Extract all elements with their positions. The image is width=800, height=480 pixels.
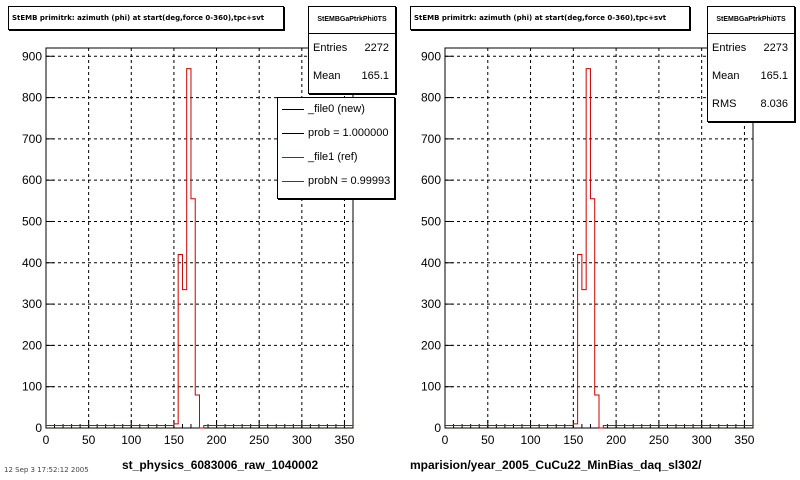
y-tick-label: 100: [421, 380, 441, 394]
legend-item: prob = 1.000000: [278, 122, 394, 146]
legend-line-icon: [282, 109, 304, 110]
stats-label: Mean: [313, 70, 341, 82]
stats-value: 2273: [763, 42, 788, 54]
x-tick-label: 0: [442, 433, 449, 447]
footer-timestamp: 12 Sep 3 17:52:12 2005: [4, 466, 89, 474]
y-tick-label: 200: [421, 338, 441, 352]
legend-box: _file0 (new) prob = 1.000000 _file1 (ref…: [277, 97, 395, 199]
stats-label: Entries: [712, 42, 747, 54]
stats-row-rms: RMS 8.036: [708, 90, 794, 118]
y-tick-label: 600: [22, 173, 42, 187]
stats-value: 8.036: [760, 98, 788, 110]
stats-value: 165.1: [760, 70, 788, 82]
y-tick-label: 700: [421, 132, 441, 146]
x-tick-label: 300: [292, 433, 312, 447]
histogram-bin: [595, 395, 599, 428]
y-tick-label: 0: [434, 421, 441, 435]
histogram-line: [46, 68, 353, 429]
histogram-bin: [573, 424, 577, 428]
y-tick-label: 800: [421, 91, 441, 105]
x-tick-label: 0: [43, 433, 50, 447]
x-tick-label: 350: [334, 433, 354, 447]
x-tick-label: 50: [82, 433, 96, 447]
y-tick-label: 0: [35, 421, 42, 435]
x-tick-label: 250: [649, 433, 669, 447]
legend-line-icon: [282, 133, 304, 134]
histogram-title-right: StEMB primitrk: azimuth (phi) at start(d…: [410, 6, 690, 30]
stats-row-entries: Entries 2273: [708, 34, 794, 62]
x-tick-label: 50: [481, 433, 495, 447]
y-tick-label: 600: [421, 173, 441, 187]
x-tick-label: 100: [121, 433, 141, 447]
y-tick-label: 400: [421, 256, 441, 270]
stats-value: 2272: [364, 42, 389, 54]
legend-item: probN = 0.99993: [278, 170, 394, 194]
legend-item: _file1 (ref): [278, 146, 394, 170]
y-tick-label: 900: [421, 49, 441, 63]
y-tick-label: 500: [22, 214, 42, 228]
x-tick-label: 250: [249, 433, 269, 447]
stats-row-entries: Entries 2272: [309, 34, 395, 62]
stats-box-right: StEMBGaPtrkPhi0TS Entries 2273 Mean 165.…: [707, 6, 795, 122]
legend-item: _file0 (new): [278, 98, 394, 122]
histogram-bin: [590, 199, 594, 428]
legend-label: prob = 1.000000: [308, 127, 389, 139]
legend-label: _file0 (new): [308, 103, 365, 115]
x-tick-label: 300: [692, 433, 712, 447]
x-axis-label-left: st_physics_6083006_raw_1040002: [122, 458, 319, 472]
y-tick-label: 300: [421, 297, 441, 311]
legend-label: _file1 (ref): [308, 151, 358, 163]
legend-line-icon: [282, 181, 304, 182]
x-tick-label: 100: [521, 433, 541, 447]
histogram-bin: [586, 69, 590, 428]
x-tick-label: 200: [606, 433, 626, 447]
legend-label: probN = 0.99993: [308, 175, 391, 187]
x-tick-label: 150: [563, 433, 583, 447]
stats-row-mean: Mean 165.1: [309, 62, 395, 90]
y-tick-label: 900: [22, 49, 42, 63]
stats-value: 165.1: [361, 70, 389, 82]
y-tick-label: 500: [421, 214, 441, 228]
y-tick-label: 400: [22, 256, 42, 270]
histogram-bin: [578, 255, 582, 428]
histogram-title-left: StEMB primitrk: azimuth (phi) at start(d…: [8, 6, 284, 30]
legend-line-icon: [282, 157, 304, 158]
x-tick-label: 350: [734, 433, 754, 447]
x-tick-label: 200: [207, 433, 227, 447]
stats-box-name: StEMBGaPtrkPhi0TS: [708, 7, 794, 34]
stats-label: RMS: [712, 98, 737, 110]
y-tick-label: 700: [22, 132, 42, 146]
stats-label: Mean: [712, 70, 740, 82]
stats-box-left: StEMBGaPtrkPhi0TS Entries 2272 Mean 165.…: [308, 6, 396, 94]
histogram-line: [445, 68, 753, 429]
y-tick-label: 300: [22, 297, 42, 311]
x-tick-label: 150: [164, 433, 184, 447]
y-tick-label: 800: [22, 91, 42, 105]
stats-row-mean: Mean 165.1: [708, 62, 794, 90]
histogram-bin: [582, 290, 586, 428]
y-tick-label: 200: [22, 338, 42, 352]
x-axis-label-right: mparision/year_2005_CuCu22_MinBias_daq_s…: [410, 458, 702, 472]
stats-label: Entries: [313, 42, 348, 54]
stats-box-name: StEMBGaPtrkPhi0TS: [309, 7, 395, 34]
y-tick-label: 100: [22, 380, 42, 394]
